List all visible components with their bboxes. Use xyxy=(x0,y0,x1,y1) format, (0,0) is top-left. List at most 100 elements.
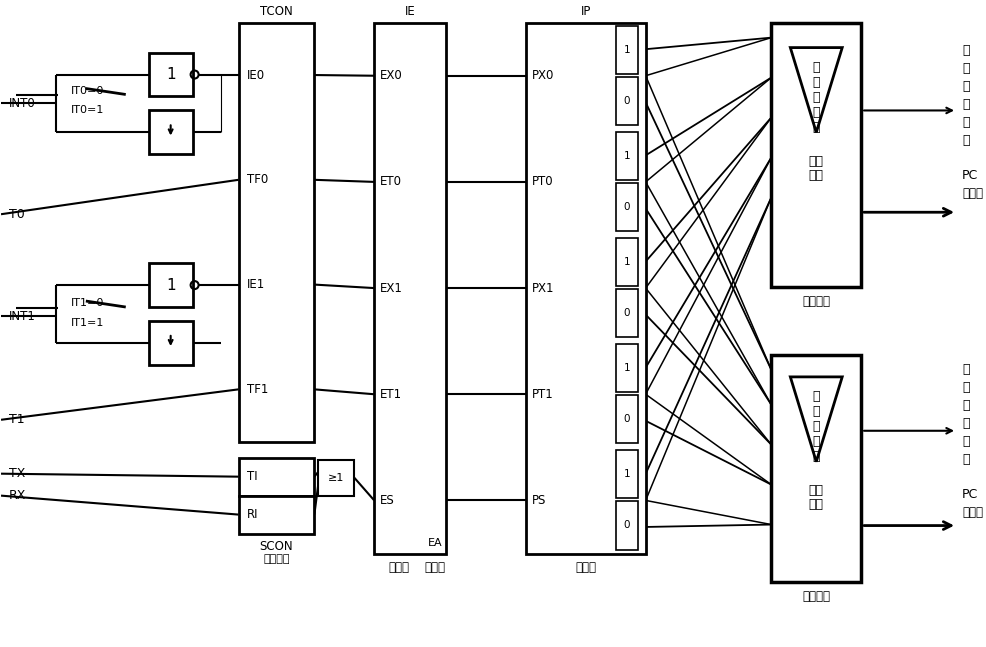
Text: EA: EA xyxy=(427,538,442,547)
Text: 中: 中 xyxy=(961,80,968,93)
Bar xyxy=(318,460,354,496)
Text: 求: 求 xyxy=(961,134,968,147)
Bar xyxy=(239,496,314,534)
Text: RX: RX xyxy=(9,489,27,502)
Text: 0: 0 xyxy=(623,202,629,212)
Text: TF0: TF0 xyxy=(246,173,267,186)
Text: 自: 自 xyxy=(811,61,819,74)
Text: 高: 高 xyxy=(961,44,968,57)
Text: SCON: SCON xyxy=(259,540,293,553)
Text: 请: 请 xyxy=(961,435,968,448)
Text: 1: 1 xyxy=(623,151,629,161)
Text: 1: 1 xyxy=(623,45,629,55)
Text: 中断标志: 中断标志 xyxy=(263,554,290,564)
Bar xyxy=(615,238,637,286)
Text: ≥1: ≥1 xyxy=(327,473,344,483)
Bar xyxy=(615,77,637,125)
Text: TF1: TF1 xyxy=(246,383,267,396)
Text: PT0: PT0 xyxy=(531,175,553,188)
Text: EX0: EX0 xyxy=(380,69,402,82)
Text: IE0: IE0 xyxy=(246,69,264,82)
Bar xyxy=(149,111,192,155)
Text: 断: 断 xyxy=(961,98,968,111)
Text: 计数器: 计数器 xyxy=(961,187,982,200)
Text: 级: 级 xyxy=(961,381,968,395)
Text: INT0: INT0 xyxy=(9,97,35,110)
Text: 0: 0 xyxy=(623,414,629,424)
Text: PS: PS xyxy=(531,494,545,507)
Bar xyxy=(239,23,314,442)
Text: TI: TI xyxy=(246,470,257,483)
Bar xyxy=(771,355,861,582)
Text: PX0: PX0 xyxy=(531,69,554,82)
Bar xyxy=(149,263,192,307)
Text: IE1: IE1 xyxy=(246,278,264,291)
Text: 断: 断 xyxy=(961,417,968,430)
Text: 1: 1 xyxy=(166,67,176,82)
Text: TCON: TCON xyxy=(259,5,293,18)
Bar xyxy=(374,23,446,553)
Text: EX1: EX1 xyxy=(380,281,402,294)
Text: 中: 中 xyxy=(961,399,968,412)
Text: 地址: 地址 xyxy=(808,169,823,182)
Text: IE: IE xyxy=(404,5,415,18)
Text: ET0: ET0 xyxy=(380,175,402,188)
Text: IT0=0: IT0=0 xyxy=(71,85,105,96)
Text: T0: T0 xyxy=(9,208,25,221)
Bar xyxy=(149,52,192,96)
Text: PC: PC xyxy=(961,169,977,182)
Text: 先: 先 xyxy=(811,106,819,119)
Text: 硬件查询: 硬件查询 xyxy=(802,294,829,307)
Text: 源允许: 源允许 xyxy=(388,561,409,574)
Text: 优先级: 优先级 xyxy=(575,561,596,574)
Text: 矢量: 矢量 xyxy=(808,155,823,168)
Text: 自: 自 xyxy=(811,390,819,403)
Text: 1: 1 xyxy=(166,278,176,292)
Text: IP: IP xyxy=(580,5,591,18)
Text: 地址: 地址 xyxy=(808,498,823,511)
Text: 级: 级 xyxy=(811,121,819,134)
Text: 然: 然 xyxy=(811,76,819,89)
Text: 低: 低 xyxy=(961,364,968,377)
Text: 1: 1 xyxy=(623,257,629,267)
Text: 然: 然 xyxy=(811,405,819,419)
Text: IT1=0: IT1=0 xyxy=(71,298,105,308)
Text: 求: 求 xyxy=(961,453,968,466)
Text: 级: 级 xyxy=(961,62,968,75)
Bar xyxy=(615,395,637,443)
Text: TX: TX xyxy=(9,467,26,480)
Text: PC: PC xyxy=(961,488,977,501)
Text: IT0=1: IT0=1 xyxy=(71,105,105,115)
Text: 总允许: 总允许 xyxy=(424,561,445,574)
Bar xyxy=(615,132,637,180)
Text: 硬件查询: 硬件查询 xyxy=(802,590,829,603)
Polygon shape xyxy=(790,377,841,462)
Text: PT1: PT1 xyxy=(531,388,553,400)
Bar xyxy=(615,344,637,392)
Text: IT1=1: IT1=1 xyxy=(71,318,105,328)
Text: 矢量: 矢量 xyxy=(808,484,823,497)
Text: 1: 1 xyxy=(623,363,629,373)
Text: RI: RI xyxy=(246,508,257,521)
Text: 1: 1 xyxy=(623,469,629,479)
Text: T1: T1 xyxy=(9,413,25,426)
Text: 请: 请 xyxy=(961,116,968,129)
Bar xyxy=(771,23,861,287)
Bar xyxy=(615,289,637,337)
Text: 0: 0 xyxy=(623,308,629,318)
Text: ES: ES xyxy=(380,494,394,507)
Text: 优: 优 xyxy=(811,91,819,104)
Bar xyxy=(615,26,637,74)
Bar xyxy=(149,321,192,365)
Text: 0: 0 xyxy=(623,520,629,531)
Text: INT1: INT1 xyxy=(9,309,35,322)
Text: 0: 0 xyxy=(623,96,629,105)
Text: 先: 先 xyxy=(811,435,819,448)
Bar xyxy=(239,457,314,496)
Polygon shape xyxy=(790,48,841,133)
Text: 计数器: 计数器 xyxy=(961,506,982,519)
Text: 级: 级 xyxy=(811,450,819,463)
Bar xyxy=(615,501,637,549)
Text: PX1: PX1 xyxy=(531,281,554,294)
Text: ET1: ET1 xyxy=(380,388,402,400)
